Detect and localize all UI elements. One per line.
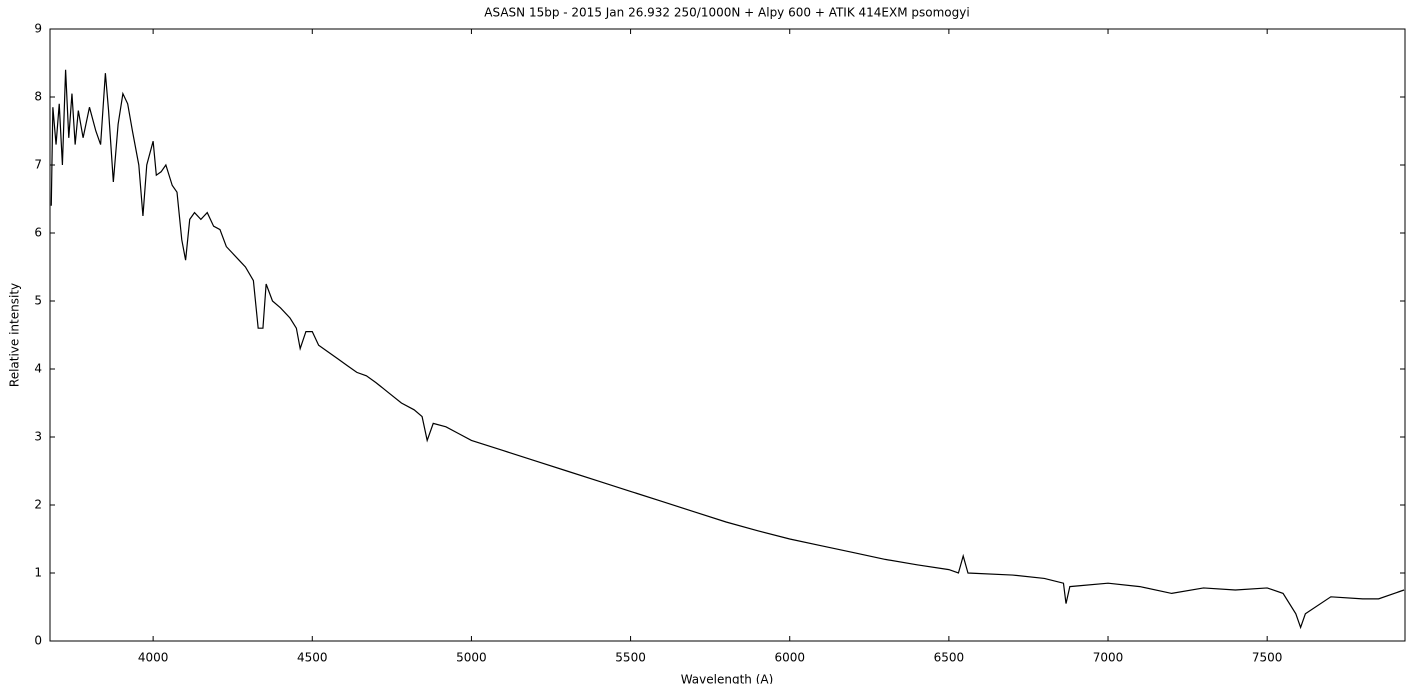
plot-frame	[49, 28, 1406, 642]
y-axis-label: Relative intensity	[8, 283, 22, 387]
y-tick-label: 0	[34, 634, 42, 648]
y-tick-label: 7	[34, 158, 42, 172]
x-tick-label: 4000	[138, 651, 169, 665]
x-tick-label: 6000	[774, 651, 805, 665]
x-tick-label: 5500	[615, 651, 646, 665]
y-tick-label: 4	[34, 362, 42, 376]
y-tick-label: 9	[34, 22, 42, 36]
spectrum-line	[50, 69, 1405, 630]
x-tick-label: 7500	[1252, 651, 1283, 665]
y-tick-label: 5	[34, 294, 42, 308]
x-tick-label: 7000	[1093, 651, 1124, 665]
x-tick-label: 5000	[456, 651, 487, 665]
y-tick-label: 6	[34, 226, 42, 240]
y-tick-label: 2	[34, 498, 42, 512]
x-axis-label: Wavelength (A)	[681, 673, 774, 684]
y-tick-label: 1	[34, 566, 42, 580]
x-tick-label: 4500	[297, 651, 328, 665]
x-tick-label: 6500	[934, 651, 965, 665]
y-tick-label: 3	[34, 430, 42, 444]
chart-title: ASASN 15bp - 2015 Jan 26.932 250/1000N +…	[484, 6, 969, 20]
y-tick-label: 8	[34, 90, 42, 104]
